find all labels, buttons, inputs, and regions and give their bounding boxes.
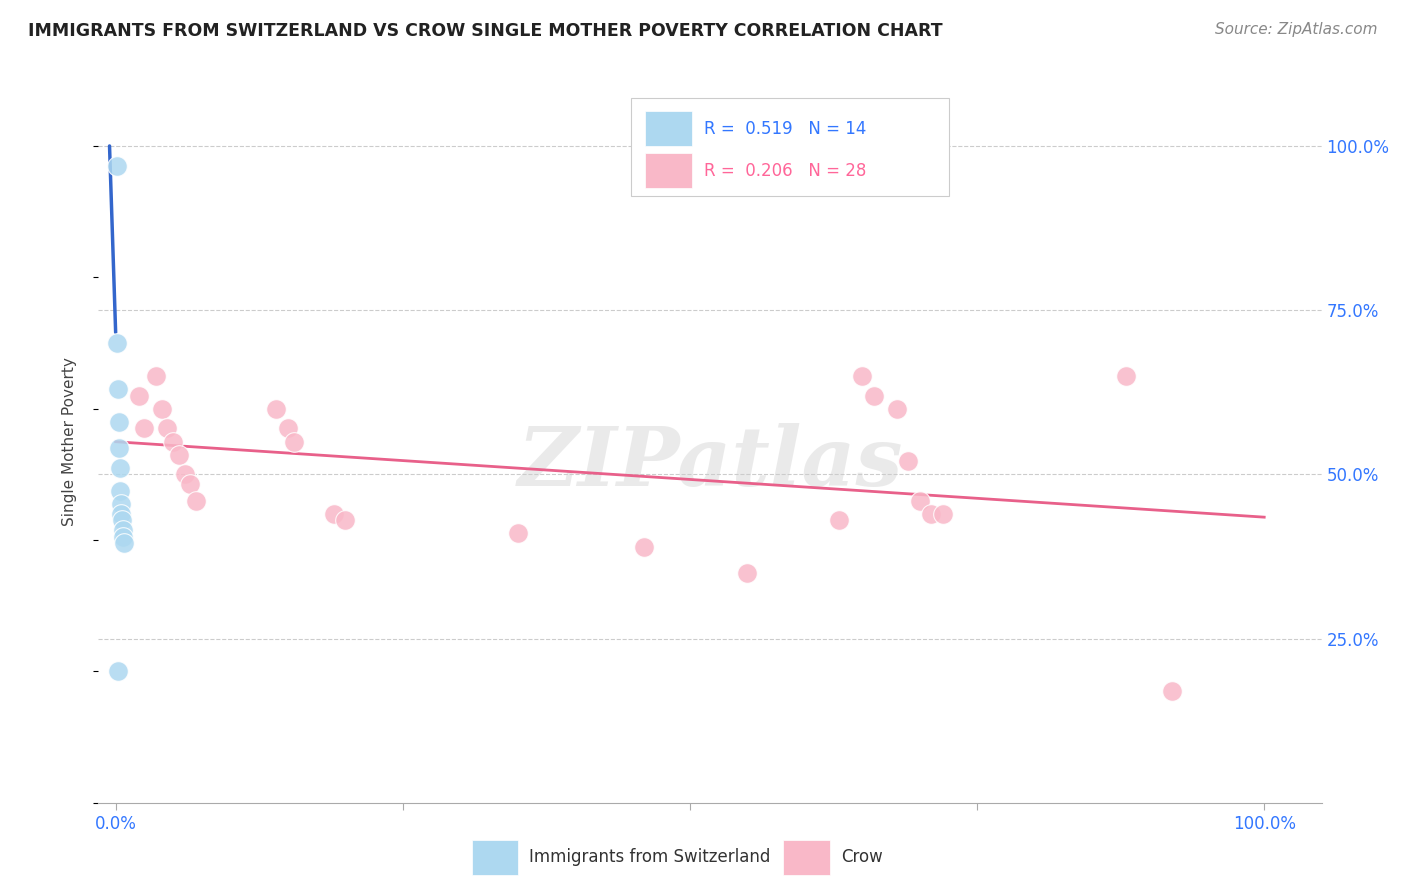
Point [108,441,131,455]
Point [167,448,190,462]
Point [506,526,529,541]
Point [173,467,195,482]
Point [737,566,759,580]
Point [322,507,344,521]
Text: Immigrants from Switzerland: Immigrants from Switzerland [529,848,770,866]
FancyBboxPatch shape [645,153,692,188]
Point [828,513,851,527]
Point [920,507,942,521]
Point [862,388,884,402]
FancyBboxPatch shape [783,840,830,875]
Point [908,493,931,508]
Point [335,513,357,527]
Point [283,434,305,449]
Point [277,421,299,435]
Point [107,382,129,396]
Text: R =  0.519   N = 14: R = 0.519 N = 14 [704,120,866,137]
Point [886,401,908,416]
Text: R =  0.206   N = 28: R = 0.206 N = 28 [704,161,866,179]
Point [150,401,173,416]
Point [1115,368,1137,383]
Point [266,401,288,416]
Point [145,368,167,383]
Point [110,507,132,521]
Y-axis label: Single Mother Poverty: Single Mother Poverty [62,357,77,526]
Text: ZIPatlas: ZIPatlas [517,423,903,503]
Point [111,513,134,527]
Point [108,460,131,475]
Point [128,388,150,402]
Point [112,536,135,550]
Point [111,523,134,537]
Point [851,368,873,383]
Text: Source: ZipAtlas.com: Source: ZipAtlas.com [1215,22,1378,37]
Point [162,434,184,449]
Point [179,477,201,491]
Point [107,665,129,679]
Point [156,421,179,435]
Point [112,530,135,544]
Point [105,336,128,351]
Point [134,421,156,435]
FancyBboxPatch shape [471,840,517,875]
Point [184,493,207,508]
Point [931,507,953,521]
Text: IMMIGRANTS FROM SWITZERLAND VS CROW SINGLE MOTHER POVERTY CORRELATION CHART: IMMIGRANTS FROM SWITZERLAND VS CROW SING… [28,22,943,40]
Point [110,483,132,498]
Text: Crow: Crow [841,848,883,866]
Point [1161,684,1184,698]
Point [110,497,132,511]
Point [105,159,128,173]
Point [633,540,655,554]
FancyBboxPatch shape [630,98,949,196]
FancyBboxPatch shape [645,112,692,146]
Point [107,415,129,429]
Point [897,454,920,468]
